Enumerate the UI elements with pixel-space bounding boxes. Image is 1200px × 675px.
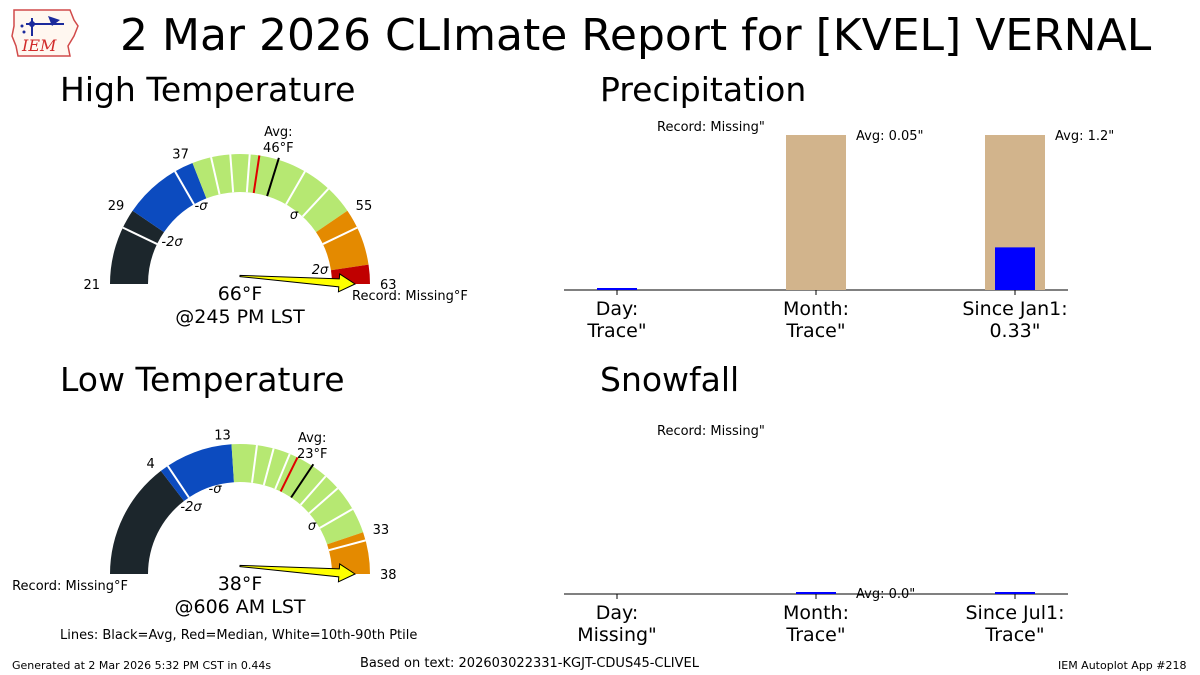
bars-1-avg-label-1: Avg: 0.05": [856, 129, 924, 144]
bars-1-avg-label-2: Avg: 1.2": [1055, 129, 1114, 144]
bars-3-category-1-line2: Trace": [785, 624, 845, 646]
gauge-2-ptile-line-5: [308, 487, 339, 515]
bars-3-obs-bar-1: [796, 592, 836, 594]
bars-1-obs-bar-0: [597, 288, 637, 290]
gauge-2-segment-1: [160, 444, 234, 502]
gauge-0-ptile-line-3: [229, 154, 235, 193]
low-temp-title: Low Temperature: [60, 360, 345, 399]
gauge-0-avg-line: [266, 157, 280, 197]
bars-3-category-2-line2: Trace": [984, 624, 1044, 646]
gauge-0-sigma-1: -σ: [195, 199, 209, 214]
gauge-0-tick-3: 55: [356, 199, 373, 214]
gauge-0-segment-1: [132, 162, 207, 233]
gauge-0-tick-4: 63: [380, 278, 397, 293]
gauge-2-ptile-line-4: [299, 475, 327, 506]
gauge-2-tick-0: 4: [146, 457, 154, 472]
bars-1-avg-bar-1: [786, 135, 846, 290]
gauge-0-sigma-2: σ: [290, 208, 299, 223]
gauge-2-avg-value: 23°F: [297, 447, 328, 462]
gauge-0-tick-1: 29: [108, 199, 125, 214]
bars-1-category-0-line1: Day:: [596, 298, 639, 320]
gauge-2-ptile-line-2: [262, 448, 275, 486]
bars-3-category-0-line1: Day:: [596, 602, 639, 624]
legend-note: Lines: Black=Avg, Red=Median, White=10th…: [60, 628, 418, 643]
gauge-2-ptile-line-1: [251, 444, 258, 483]
gauge-0-ptile-line-4: [245, 154, 251, 193]
gauge-2-sigma-1: -σ: [209, 482, 223, 497]
gauge-0-ptile-line-6: [301, 188, 330, 218]
gauge-2-ptile-line-3: [274, 453, 291, 490]
gauge-2-observed-time: @606 AM LST: [175, 596, 306, 618]
bars-1-category-2-line2: 0.33": [989, 320, 1040, 342]
bars-1-category-1-line1: Month:: [783, 298, 849, 320]
gauge-0-ptile-line-0: [122, 226, 158, 245]
gauge-0-avg-label: Avg:: [264, 125, 292, 140]
gauge-2-ptile-line-6: [319, 508, 354, 529]
high-temp-title: High Temperature: [60, 70, 356, 109]
bars-3-category-2-line1: Since Jul1:: [966, 602, 1065, 624]
page-title: 2 Mar 2026 CLImate Report for [KVEL] VER…: [120, 10, 1152, 61]
gauge-0-ptile-line-1: [174, 170, 195, 205]
bars-3-category-1-line1: Month:: [783, 602, 849, 624]
gauge-2-record-label: Record: Missing°F: [12, 579, 128, 594]
app-note: IEM Autoplot App #218: [1058, 659, 1187, 672]
gauge-2-avg-label: Avg:: [298, 431, 326, 446]
snowfall-title: Snowfall: [600, 360, 740, 399]
gauge-0-segment-0: [110, 210, 164, 284]
gauge-2-observed-arrow: [239, 563, 357, 583]
gauge-0-sigma-0: -2σ: [161, 235, 183, 250]
gauge-0-observed-value: 66°F: [218, 283, 263, 305]
gauge-0-record-label: Record: Missing°F: [352, 289, 468, 304]
gauge-0-median-line: [252, 155, 261, 194]
gauge-0-ptile-line-2: [210, 157, 221, 195]
gauge-0-segment-3: [316, 210, 369, 271]
gauge-2-sigma-0: -2σ: [180, 500, 202, 515]
gauge-2-tick-3: 38: [380, 568, 397, 583]
bars-3-avg-label-1: Avg: 0.0": [856, 587, 915, 602]
gauge-0-avg-value: 46°F: [263, 141, 294, 156]
bars-3-record-label: Record: Missing": [657, 424, 765, 439]
gauge-0-tick-2: 37: [172, 148, 189, 163]
iem-logo: IEM: [8, 6, 82, 60]
gauge-2-segment-2: [231, 444, 364, 545]
gauge-0-ptile-line-7: [322, 226, 358, 245]
gauge-2-ptile-line-0: [166, 465, 190, 499]
gauge-2-avg-line: [290, 463, 315, 499]
precip-title: Precipitation: [600, 70, 807, 109]
generated-note: Generated at 2 Mar 2026 5:32 PM CST in 0…: [12, 659, 272, 672]
bars-1-category-0-line2: Trace": [586, 320, 646, 342]
gauge-0-observed-arrow: [239, 273, 357, 293]
gauge-0-observed-time: @245 PM LST: [175, 306, 305, 328]
logo-text: IEM: [21, 36, 57, 55]
bars-1-category-1-line2: Trace": [785, 320, 845, 342]
gauge-2-tick-2: 33: [373, 523, 390, 538]
bars-3-obs-bar-2: [995, 592, 1035, 594]
gauge-2-segment-0: [110, 470, 184, 574]
bars-3-category-0-line2: Missing": [577, 624, 657, 646]
gauge-0-sigma-3: 2σ: [312, 263, 329, 278]
bars-1-record-label: Record: Missing": [657, 120, 765, 135]
gauge-2-median-line: [279, 456, 299, 492]
gauge-2-observed-value: 38°F: [218, 573, 263, 595]
gauge-2-ptile-line-7: [328, 539, 366, 552]
bars-1-category-2-line1: Since Jan1:: [962, 298, 1067, 320]
gauge-2-sigma-2: σ: [308, 519, 317, 534]
gauge-0-tick-0: 21: [83, 278, 100, 293]
gauge-0-ptile-line-5: [285, 170, 306, 205]
gauge-2-tick-1: 13: [214, 428, 231, 443]
based-on-note: Based on text: 202603022331-KGJT-CDUS45-…: [360, 656, 699, 671]
bars-1-obs-bar-2: [995, 247, 1035, 290]
